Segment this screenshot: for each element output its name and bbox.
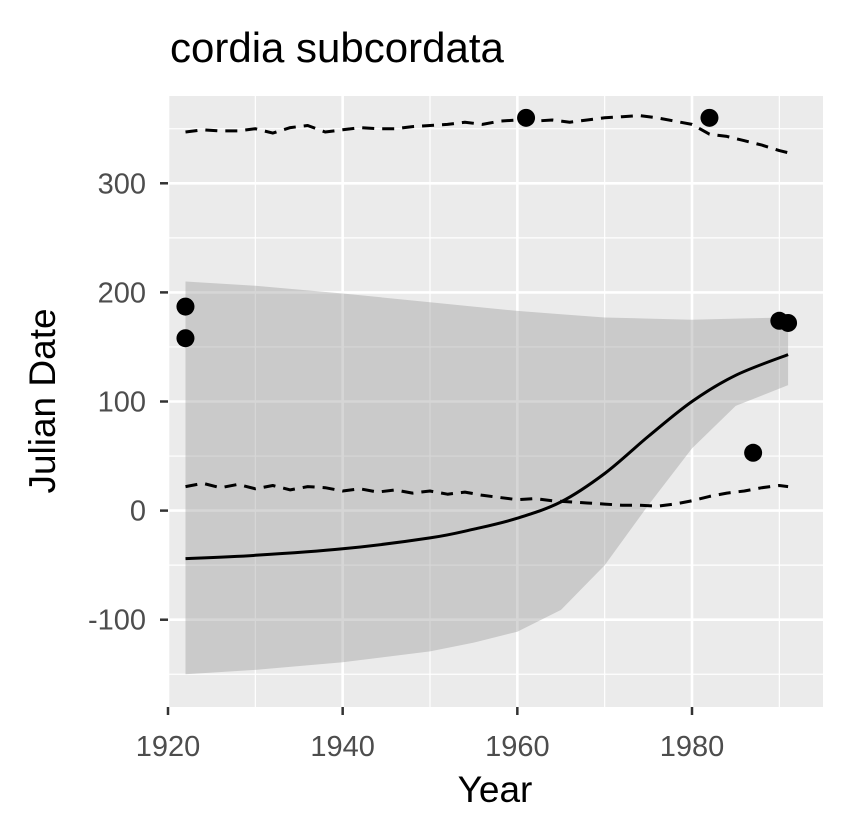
data-point: [517, 108, 536, 127]
y-axis: -100 0 100 200 300: [88, 168, 168, 637]
data-point: [744, 443, 763, 462]
data-point: [779, 313, 798, 332]
fit-line: [185, 353, 789, 561]
y-tick-label: 200: [98, 277, 146, 309]
x-tick-label: 1980: [660, 731, 725, 763]
data-point: [176, 329, 195, 348]
confidence-band-layer: [185, 281, 789, 675]
upper-dashed-line: [185, 114, 789, 155]
data-point: [700, 108, 719, 127]
y-tick-label: 100: [98, 387, 146, 419]
line-layer: [185, 114, 789, 561]
confidence-band: [185, 281, 789, 675]
y-tick-label: -100: [88, 605, 146, 637]
x-tick-label: 1940: [310, 731, 375, 763]
x-axis: 1920 1940 1960 1980: [136, 707, 725, 763]
x-axis-title: Year: [458, 769, 533, 810]
y-tick-label: 0: [130, 496, 146, 528]
x-tick-label: 1920: [136, 731, 201, 763]
chart-title: cordia subcordata: [170, 24, 505, 71]
y-tick-label: 300: [98, 168, 146, 200]
lower-dashed-line: [185, 481, 789, 508]
data-point: [176, 297, 195, 316]
point-layer: [176, 108, 798, 462]
x-tick-label: 1960: [485, 731, 550, 763]
y-axis-title: Julian Date: [22, 308, 63, 493]
